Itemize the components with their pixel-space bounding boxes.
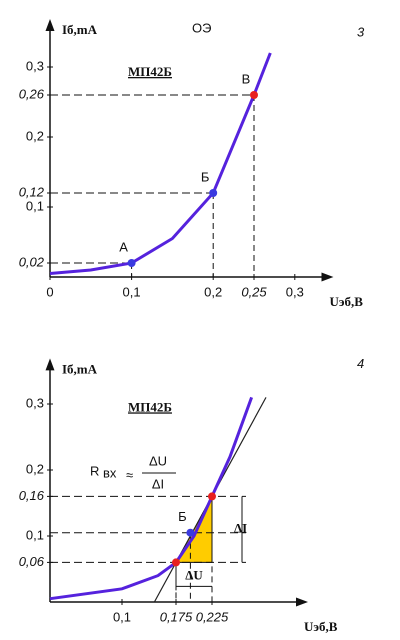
x-tick-label: 0,175: [160, 609, 193, 624]
du-label: ΔU: [185, 567, 203, 582]
x-axis-label: Uэб,В: [329, 294, 363, 309]
chart-title: ОЭ: [192, 20, 211, 35]
y-axis-label: Iб,mA: [62, 22, 98, 37]
y-tick-label: 0,02: [19, 254, 45, 269]
x-axis-label: Uэб,В: [304, 619, 338, 634]
figure-number: 4: [357, 356, 364, 371]
y-tick-label: 0,12: [19, 184, 45, 199]
y-tick-label: 0,3: [26, 58, 44, 73]
formula-sub: вх: [103, 465, 117, 480]
point: [127, 259, 136, 267]
y-tick-label: 0,1: [26, 198, 44, 213]
y-tick-label: 0,2: [26, 128, 44, 143]
point: [186, 528, 195, 537]
formula-lhs: R: [90, 463, 99, 478]
x-tick-label: 0,3: [286, 284, 304, 299]
point-label: В: [242, 71, 251, 86]
formula-approx: ≈: [126, 467, 133, 482]
point-label: Б: [201, 169, 210, 184]
formula-num: ΔU: [149, 453, 167, 468]
point: [209, 189, 218, 197]
di-label: ΔI: [234, 520, 247, 535]
curve: [49, 52, 272, 275]
point-label: А: [119, 239, 128, 254]
device-label: МП42Б: [128, 399, 172, 414]
device-label: МП42Б: [128, 64, 172, 79]
formula-den: ΔI: [152, 476, 164, 491]
y-tick-label: 0,06: [19, 554, 45, 569]
x-tick-label: 0,2: [204, 284, 222, 299]
y-tick-label: 0,3: [26, 395, 44, 410]
x-tick-label: 0,25: [241, 284, 267, 299]
y-tick-label: 0,2: [26, 461, 44, 476]
y-tick-label: 0,16: [19, 488, 45, 503]
point-label: Б: [178, 509, 187, 524]
figure-number: 3: [357, 24, 365, 39]
x-tick-label: 0,225: [196, 609, 229, 624]
point: [172, 558, 180, 567]
x-tick-label: 0,1: [113, 609, 131, 624]
x-tick-label: 0: [46, 284, 53, 299]
point: [250, 91, 258, 99]
y-tick-label: 0,26: [19, 86, 45, 101]
y-axis-label: Iб,mA: [62, 361, 98, 376]
curve: [49, 396, 254, 601]
y-tick-label: 0,1: [26, 527, 44, 542]
point: [208, 492, 216, 501]
x-tick-label: 0,1: [123, 284, 141, 299]
